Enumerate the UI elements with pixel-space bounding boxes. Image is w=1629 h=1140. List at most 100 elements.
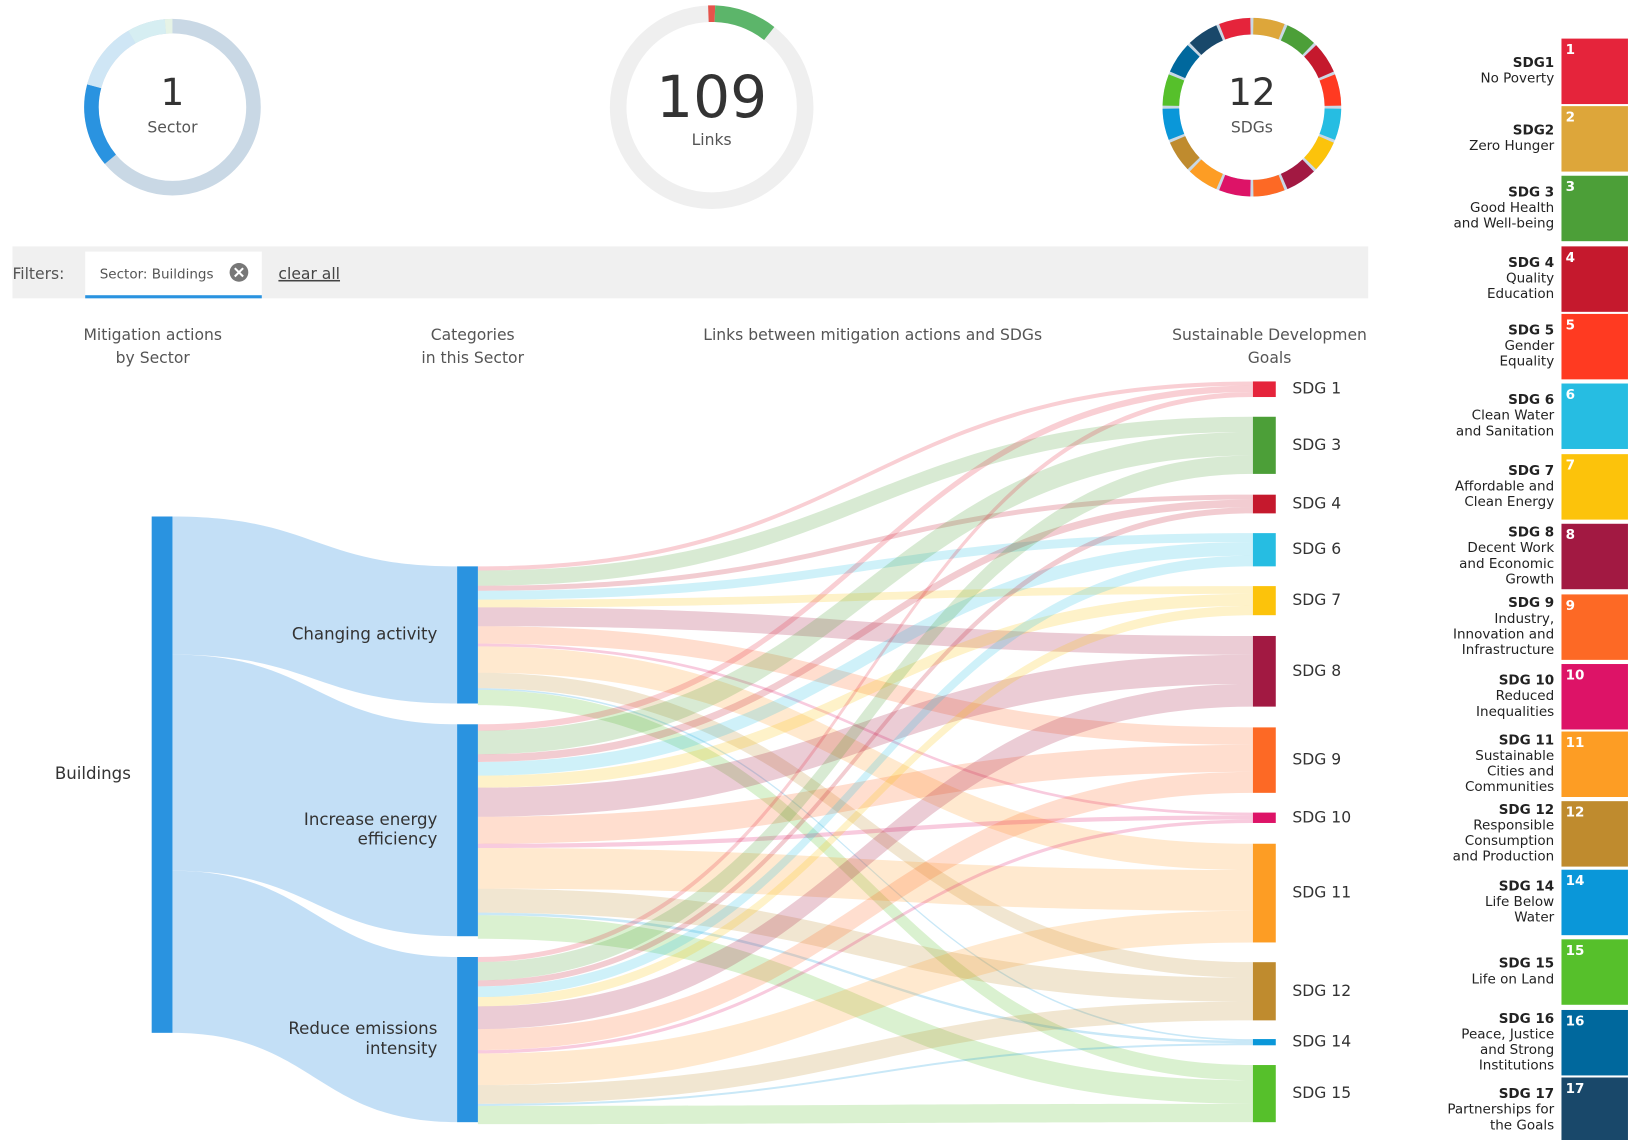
sdg-link [477, 541, 1253, 776]
summary-value: 12 [1228, 70, 1276, 114]
sdg-link [477, 689, 1253, 1081]
donut-segment [1319, 74, 1342, 107]
sector-flow [172, 516, 458, 704]
category-label: Changing activity [292, 624, 438, 643]
donut-track [1162, 17, 1342, 197]
donut-segment [84, 84, 117, 164]
sdg-link [477, 626, 1253, 745]
donut-segment [1169, 135, 1200, 170]
sdg-link [477, 683, 1253, 1030]
goal-label: SDG 6 [1292, 540, 1341, 558]
category-node [457, 566, 478, 704]
sdg-icon-number: 14 [1566, 873, 1585, 889]
donut-segment [1319, 108, 1342, 140]
summary-label: SDGs [1231, 118, 1273, 136]
sdg-link [477, 643, 1253, 816]
sdg-name: Clean Water [1472, 408, 1555, 424]
sector-flow [172, 654, 458, 937]
sdg-name: and Production [1453, 849, 1555, 865]
sdg-link [477, 385, 1253, 731]
sdg-link [477, 915, 1253, 1104]
sdg-link [477, 593, 1253, 788]
sdg-icon [1561, 939, 1628, 1005]
donut-segment [1189, 159, 1224, 190]
sdg-link [477, 533, 1253, 600]
sector-flow [172, 870, 458, 1123]
sdg-name: the Goals [1490, 1117, 1554, 1133]
donut-segment [1303, 45, 1334, 79]
column-header: Links between mitigation actions and SDG… [703, 326, 1042, 344]
sdg-icon-number: 5 [1566, 317, 1575, 333]
sdg-icon [1561, 523, 1628, 590]
sdg-icon-number: 15 [1566, 943, 1585, 959]
sdg-link [477, 605, 1253, 1007]
goal-label: SDG 8 [1292, 662, 1341, 680]
goal-node [1252, 812, 1276, 823]
sdg-icon [1561, 175, 1628, 242]
sdg-icon-number: 6 [1566, 387, 1575, 403]
sdg-icon-number: 11 [1566, 735, 1585, 751]
chip-close-x [234, 267, 244, 278]
sdg-name: Responsible [1473, 818, 1554, 834]
donut-segment [1252, 174, 1285, 197]
sdg-name: Equality [1499, 354, 1554, 370]
sdg-name: Reduced [1496, 688, 1555, 704]
sdg-icon-number: 8 [1566, 527, 1575, 543]
sdg-title: SDG 4 [1508, 255, 1554, 271]
sdg-link [477, 1001, 1253, 1104]
sdg-icon-number: 1 [1566, 42, 1575, 58]
sdg-icon [1561, 869, 1628, 936]
sdg-title: SDG 6 [1508, 392, 1554, 408]
column-header: by Sector [116, 349, 191, 367]
column-header: Categories [431, 326, 515, 344]
sdg-name: Peace, Justice [1461, 1026, 1554, 1042]
clear-all[interactable]: clear all [278, 265, 340, 283]
sdg-link [477, 815, 1253, 849]
sdg-icon-number: 3 [1566, 179, 1575, 195]
sdg-icon [1561, 801, 1628, 867]
goal-node [1252, 1065, 1276, 1123]
column-header: Goals [1248, 349, 1292, 367]
sdg-name: and Economic [1459, 556, 1554, 572]
sdg-link [477, 416, 1253, 586]
summary-label: Sector [147, 118, 198, 136]
category-node [457, 724, 478, 937]
chip-text: Sector: Buildings [100, 266, 214, 282]
goal-label: SDG 15 [1292, 1084, 1351, 1102]
donut-segment [1189, 25, 1224, 56]
sdg-title: SDG 16 [1499, 1011, 1555, 1027]
sdg-name: and Well-being [1454, 216, 1555, 232]
sdg-link [477, 848, 1253, 911]
sdg-title: SDG 15 [1499, 956, 1555, 972]
sdg-name: Communities [1465, 779, 1554, 795]
sdg-icon [1561, 454, 1628, 520]
goal-node [1252, 381, 1276, 398]
sdg-link [477, 455, 1253, 981]
sdg-name: and Strong [1480, 1042, 1554, 1058]
sdg-title: SDG 11 [1499, 732, 1555, 748]
sdg-link [477, 672, 1253, 978]
sdg-link [477, 494, 1253, 591]
sdg-title: SDG 3 [1508, 184, 1554, 200]
sdg-title: SDG 14 [1499, 878, 1555, 894]
sdg-name: Education [1487, 286, 1554, 302]
sdg-link [477, 499, 1253, 762]
sdg-name: Quality [1506, 271, 1554, 287]
goal-node [1252, 416, 1276, 474]
sdg-name: Innovation and [1453, 626, 1554, 642]
donut-segment [1252, 17, 1285, 40]
category-node [457, 956, 478, 1123]
sdg-title: SDG 5 [1508, 323, 1554, 339]
sdg-icon [1561, 246, 1628, 312]
goal-node [1252, 494, 1276, 514]
donut-segment [1162, 74, 1185, 107]
sdg-name: No Poverty [1480, 71, 1554, 87]
sdg-icon [1561, 594, 1628, 660]
sdg-icon [1561, 106, 1628, 172]
sdg-link [477, 1103, 1253, 1125]
donut-segment [128, 19, 167, 44]
donut-segment [1219, 17, 1251, 40]
sdg-link [477, 654, 1253, 817]
sdg-title: SDG1 [1513, 55, 1554, 71]
